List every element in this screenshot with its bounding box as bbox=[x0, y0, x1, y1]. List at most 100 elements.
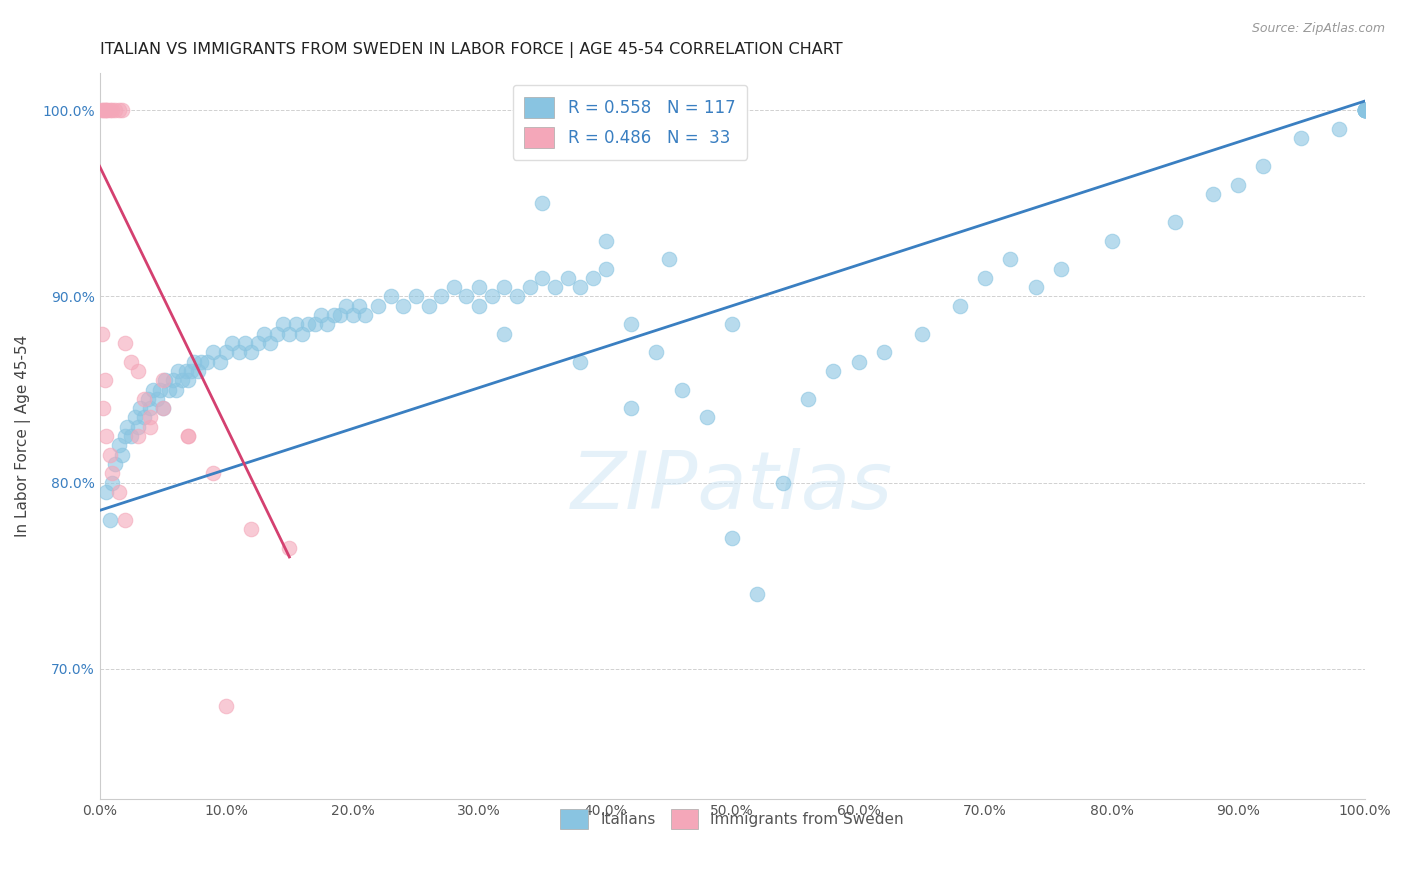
Point bbox=[278, 541, 301, 555]
Point bbox=[418, 299, 440, 313]
Y-axis label: In Labor Force | Age 45-54: In Labor Force | Age 45-54 bbox=[15, 334, 31, 537]
Point bbox=[354, 308, 377, 322]
Point bbox=[595, 261, 617, 276]
Point bbox=[569, 354, 592, 368]
Point bbox=[721, 532, 744, 546]
Point bbox=[127, 364, 149, 378]
Point bbox=[1050, 261, 1073, 276]
Point bbox=[797, 392, 820, 406]
Point bbox=[1354, 103, 1376, 118]
Point bbox=[228, 345, 250, 359]
Point bbox=[152, 373, 174, 387]
Point bbox=[544, 280, 567, 294]
Point bbox=[873, 345, 896, 359]
Point bbox=[145, 392, 167, 406]
Point bbox=[620, 318, 643, 332]
Point bbox=[240, 345, 263, 359]
Legend: Italians, Immigrants from Sweden: Italians, Immigrants from Sweden bbox=[554, 803, 910, 835]
Point bbox=[127, 419, 149, 434]
Point bbox=[911, 326, 934, 341]
Point bbox=[316, 318, 339, 332]
Point bbox=[101, 467, 124, 481]
Point bbox=[658, 252, 681, 267]
Point bbox=[291, 326, 314, 341]
Point bbox=[91, 103, 114, 118]
Text: ZIPatlas: ZIPatlas bbox=[571, 448, 893, 525]
Point bbox=[430, 289, 453, 303]
Point bbox=[157, 383, 180, 397]
Point bbox=[208, 354, 231, 368]
Point bbox=[104, 457, 127, 471]
Point bbox=[1227, 178, 1250, 192]
Point bbox=[367, 299, 389, 313]
Point bbox=[240, 522, 263, 536]
Point bbox=[93, 401, 115, 416]
Point bbox=[848, 354, 870, 368]
Point bbox=[1354, 103, 1376, 118]
Point bbox=[152, 401, 174, 416]
Point bbox=[98, 513, 121, 527]
Point bbox=[531, 196, 554, 211]
Point bbox=[1101, 234, 1123, 248]
Point bbox=[1164, 215, 1187, 229]
Point bbox=[1354, 103, 1376, 118]
Point bbox=[94, 103, 117, 118]
Point bbox=[297, 318, 319, 332]
Point bbox=[93, 373, 115, 387]
Point bbox=[120, 354, 142, 368]
Point bbox=[949, 299, 972, 313]
Point bbox=[569, 280, 592, 294]
Point bbox=[721, 318, 744, 332]
Point bbox=[1291, 131, 1313, 145]
Point bbox=[1025, 280, 1047, 294]
Point bbox=[1202, 187, 1225, 202]
Point bbox=[696, 410, 718, 425]
Point bbox=[823, 364, 845, 378]
Point bbox=[101, 103, 124, 118]
Point bbox=[747, 587, 769, 601]
Point bbox=[162, 373, 184, 387]
Point bbox=[117, 419, 139, 434]
Point bbox=[107, 438, 129, 452]
Point bbox=[155, 373, 177, 387]
Point bbox=[1253, 159, 1275, 173]
Point bbox=[342, 308, 364, 322]
Point bbox=[177, 429, 200, 443]
Point bbox=[309, 308, 332, 322]
Point bbox=[152, 401, 174, 416]
Point bbox=[347, 299, 370, 313]
Point bbox=[93, 103, 115, 118]
Point bbox=[253, 326, 276, 341]
Point bbox=[645, 345, 668, 359]
Point bbox=[104, 103, 127, 118]
Point bbox=[974, 271, 997, 285]
Point bbox=[98, 103, 121, 118]
Point bbox=[246, 336, 269, 351]
Point bbox=[557, 271, 579, 285]
Point bbox=[506, 289, 529, 303]
Point bbox=[1329, 122, 1351, 136]
Point bbox=[1354, 103, 1376, 118]
Point bbox=[202, 345, 225, 359]
Point bbox=[142, 383, 165, 397]
Point bbox=[111, 448, 134, 462]
Point bbox=[114, 336, 136, 351]
Point bbox=[278, 326, 301, 341]
Point bbox=[114, 513, 136, 527]
Point bbox=[170, 373, 193, 387]
Point bbox=[304, 318, 326, 332]
Point bbox=[139, 401, 162, 416]
Text: Source: ZipAtlas.com: Source: ZipAtlas.com bbox=[1251, 22, 1385, 36]
Point bbox=[180, 364, 202, 378]
Point bbox=[519, 280, 541, 294]
Point bbox=[266, 326, 288, 341]
Point bbox=[1354, 103, 1376, 118]
Point bbox=[111, 103, 134, 118]
Point bbox=[114, 429, 136, 443]
Point bbox=[195, 354, 218, 368]
Point bbox=[271, 318, 294, 332]
Point bbox=[132, 410, 155, 425]
Point bbox=[595, 234, 617, 248]
Point bbox=[190, 354, 212, 368]
Point bbox=[1000, 252, 1022, 267]
